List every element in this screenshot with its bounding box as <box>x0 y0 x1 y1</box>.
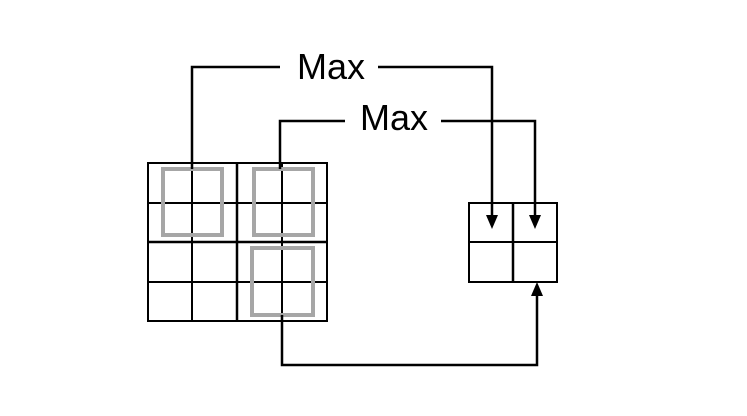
connector-top-right-out <box>441 119 537 216</box>
connector-top-right <box>278 119 345 169</box>
connector-bottom-right <box>280 294 539 367</box>
arrowhead-up <box>531 282 543 296</box>
connector-top-left-out <box>378 65 494 216</box>
label-max-top: Max <box>297 46 365 87</box>
connectors <box>190 65 539 367</box>
arrowheads <box>486 215 543 296</box>
arrowhead-down-1 <box>486 215 498 229</box>
connector-top-left <box>190 65 280 169</box>
input-grid <box>147 162 328 322</box>
output-grid <box>468 202 558 283</box>
pooling-window-top-right <box>252 167 315 237</box>
arrowhead-down-2 <box>529 215 541 229</box>
label-max-middle: Max <box>360 97 428 138</box>
